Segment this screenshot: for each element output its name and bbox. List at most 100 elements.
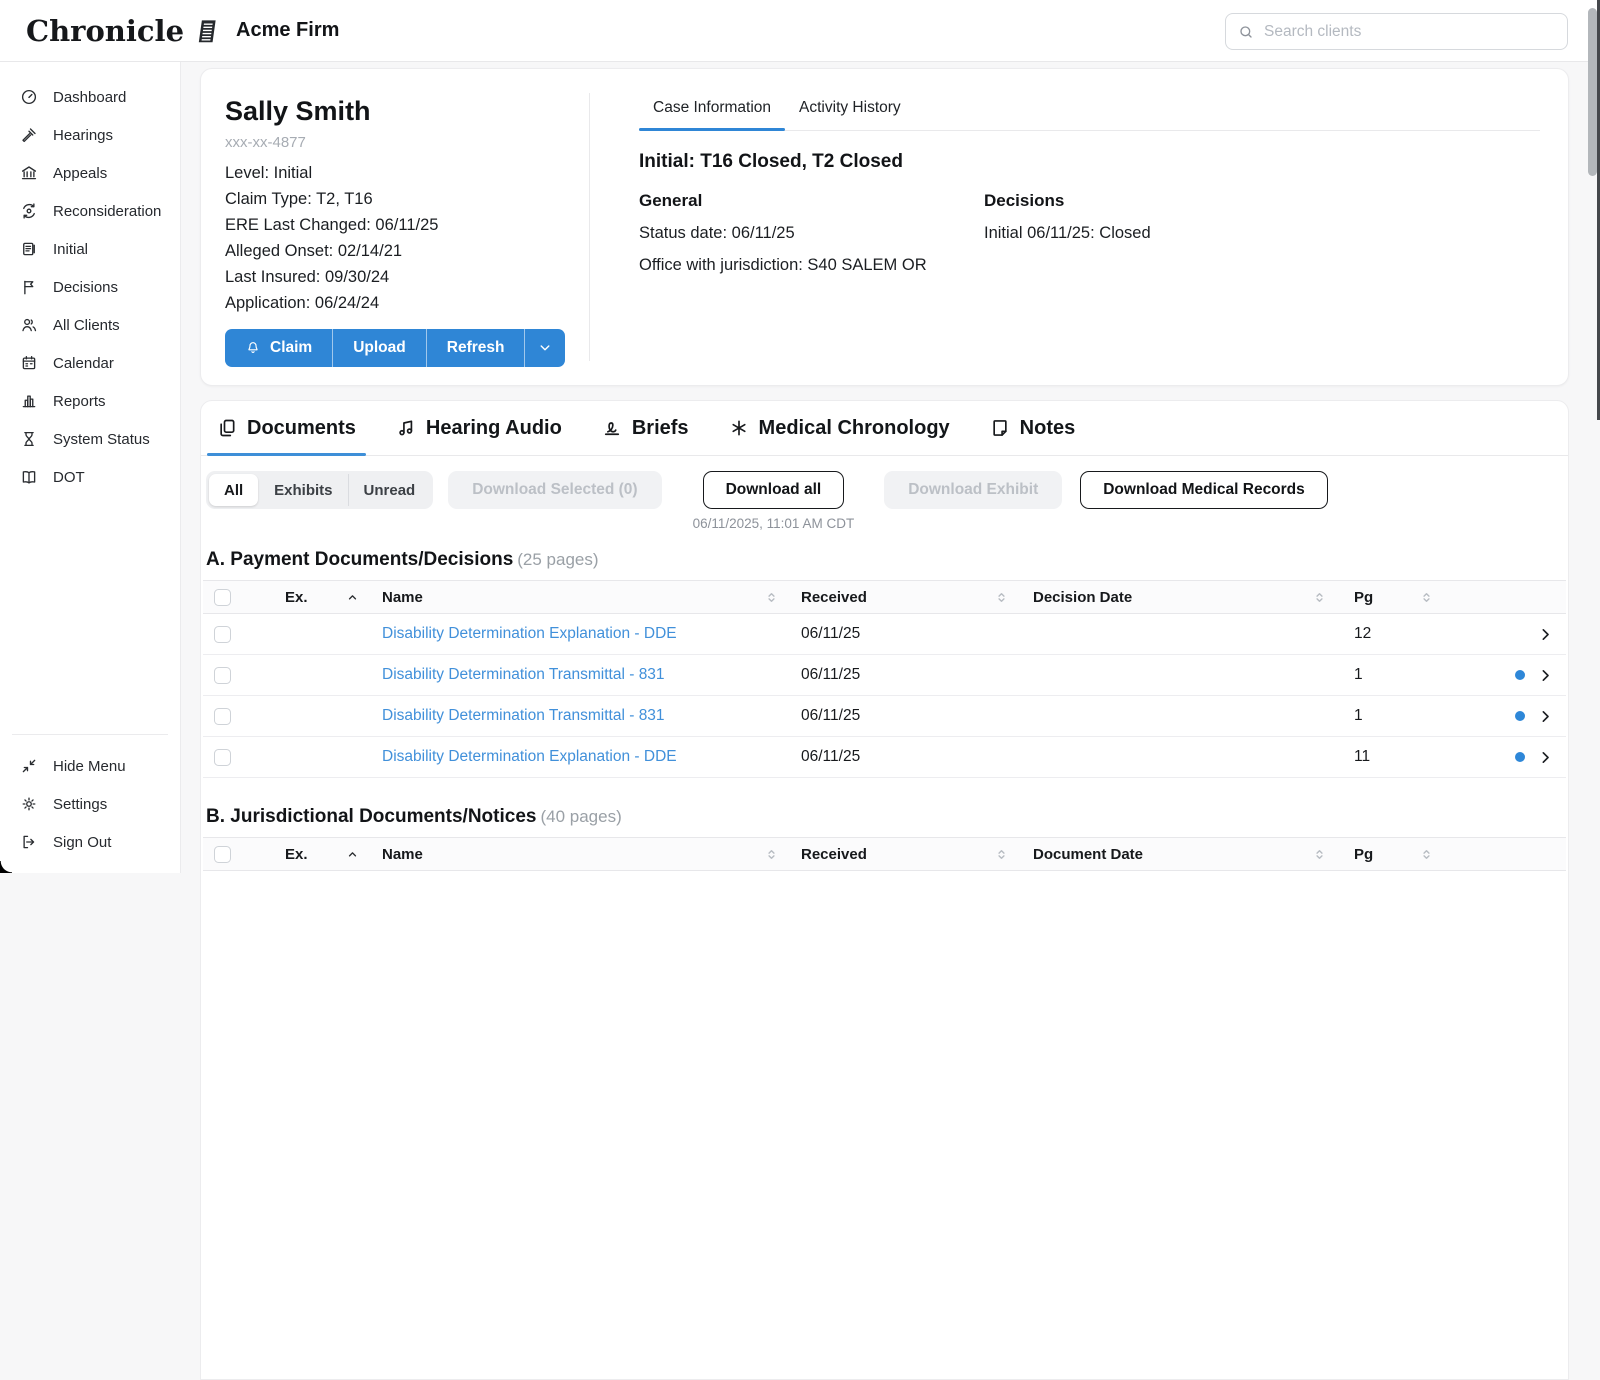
case-general-column: General Status date: 06/11/25 Office with… bbox=[639, 191, 984, 275]
section-payment-documents: A. Payment Documents/Decisions (25 pages… bbox=[201, 549, 1568, 778]
sidebar-footer-item[interactable]: Hide Menu bbox=[0, 747, 180, 785]
sidebar-footer-item[interactable]: Sign Out bbox=[0, 823, 180, 861]
gear-icon bbox=[20, 795, 38, 813]
row-checkbox[interactable] bbox=[214, 666, 231, 684]
sort-icon[interactable] bbox=[1420, 848, 1433, 861]
sidebar-item[interactable]: Reconsideration bbox=[0, 192, 180, 230]
select-all-checkbox[interactable] bbox=[214, 588, 231, 606]
sort-asc-icon[interactable] bbox=[346, 591, 359, 604]
download-selected-button: Download Selected (0) bbox=[448, 471, 662, 509]
sidebar-item[interactable]: Reports bbox=[0, 382, 180, 420]
sidebar-item[interactable]: Hearings bbox=[0, 116, 180, 154]
download-medical-records-button[interactable]: Download Medical Records bbox=[1080, 471, 1328, 509]
card-divider bbox=[589, 93, 590, 361]
general-line: Status date: 06/11/25 bbox=[639, 224, 795, 242]
filter-segment[interactable]: Exhibits bbox=[274, 481, 333, 499]
sort-icon[interactable] bbox=[765, 591, 778, 604]
hourglass-icon bbox=[20, 430, 38, 448]
sidebar-item[interactable]: Initial bbox=[0, 230, 180, 268]
sort-icon[interactable] bbox=[1313, 591, 1326, 604]
document-link[interactable]: Disability Determination Transmittal - 8… bbox=[382, 666, 665, 683]
sort-icon[interactable] bbox=[765, 848, 778, 861]
note-icon bbox=[990, 418, 1010, 438]
brand: Chronicle Acme Firm bbox=[0, 14, 339, 48]
document-link[interactable]: Disability Determination Explanation - D… bbox=[382, 748, 677, 765]
case-tab[interactable]: Activity History bbox=[799, 99, 901, 116]
search-input[interactable] bbox=[1264, 22, 1555, 41]
scrollbar-thumb[interactable] bbox=[1588, 8, 1597, 176]
filter-segmented-control: All Exhibits Unread bbox=[206, 471, 434, 509]
case-panel: Case Information Activity History Initial… bbox=[639, 91, 1540, 275]
asterisk-icon bbox=[729, 418, 749, 438]
sidebar-item[interactable]: DOT bbox=[0, 458, 180, 496]
sidebar-item[interactable]: Dashboard bbox=[0, 78, 180, 116]
more-actions-button[interactable] bbox=[524, 329, 566, 367]
sidebar-item[interactable]: Decisions bbox=[0, 268, 180, 306]
sidebar-item-label: Reconsideration bbox=[53, 202, 162, 220]
sidebar-item[interactable]: Appeals bbox=[0, 154, 180, 192]
case-tab[interactable]: Case Information bbox=[639, 91, 786, 131]
filter-segment[interactable]: All bbox=[209, 474, 259, 506]
sidebar-item-label: Appeals bbox=[53, 164, 108, 182]
bell-icon bbox=[245, 340, 261, 356]
bank-icon bbox=[20, 164, 38, 182]
sidebar-item-label: Decisions bbox=[53, 278, 119, 296]
column-decision-date: Decision Date bbox=[1033, 588, 1133, 606]
sidebar-footer-item[interactable]: Settings bbox=[0, 785, 180, 823]
document-row[interactable]: Disability Determination Transmittal - 8… bbox=[203, 655, 1566, 696]
document-tab[interactable]: Notes bbox=[990, 401, 1075, 455]
row-checkbox[interactable] bbox=[214, 707, 231, 725]
top-bar: Chronicle Acme Firm bbox=[0, 0, 1600, 62]
client-search[interactable] bbox=[1225, 13, 1568, 50]
document-link[interactable]: Disability Determination Transmittal - 8… bbox=[382, 707, 665, 724]
client-name: Sally Smith bbox=[225, 96, 371, 126]
sidebar-item[interactable]: All Clients bbox=[0, 306, 180, 344]
document-tab[interactable]: Medical Chronology bbox=[729, 401, 950, 455]
client-detail-line: Last Insured: 09/30/24 bbox=[225, 268, 390, 286]
document-tab[interactable]: Hearing Audio bbox=[396, 401, 562, 455]
document-tab[interactable]: Documents bbox=[207, 401, 366, 456]
sort-icon[interactable] bbox=[995, 848, 1008, 861]
sort-asc-icon[interactable] bbox=[346, 848, 359, 861]
filter-segment[interactable]: Unread bbox=[347, 474, 431, 506]
sidebar-item[interactable]: Calendar bbox=[0, 344, 180, 382]
sidebar-item[interactable]: System Status bbox=[0, 420, 180, 458]
main-area: Sally Smith xxx-xx-4877 Level: Initial Cl… bbox=[181, 62, 1600, 1380]
chevron-right-icon[interactable] bbox=[1538, 668, 1553, 683]
document-row[interactable]: Disability Determination Transmittal - 8… bbox=[203, 696, 1566, 737]
book-icon bbox=[20, 468, 38, 486]
document-tab-label: Hearing Audio bbox=[425, 416, 562, 439]
sort-icon[interactable] bbox=[1420, 591, 1433, 604]
refresh-button[interactable]: Refresh bbox=[425, 329, 525, 367]
row-page-count: 12 bbox=[1354, 625, 1372, 642]
document-link[interactable]: Disability Determination Explanation - D… bbox=[382, 625, 677, 642]
client-detail-line: Alleged Onset: 02/14/21 bbox=[225, 242, 403, 260]
section-jurisdictional-documents: B. Jurisdictional Documents/Notices (40 … bbox=[201, 806, 1568, 871]
row-received: 06/11/25 bbox=[801, 748, 861, 765]
chevron-right-icon[interactable] bbox=[1538, 709, 1553, 724]
row-checkbox[interactable] bbox=[214, 625, 231, 643]
sidebar-nav: Dashboard Hearings Appeals Reconsiderati… bbox=[0, 62, 180, 496]
document-row[interactable]: Disability Determination Explanation - D… bbox=[203, 614, 1566, 655]
claim-button[interactable]: Claim bbox=[225, 329, 333, 367]
chevron-right-icon[interactable] bbox=[1538, 627, 1553, 642]
column-name: Name bbox=[382, 588, 423, 606]
documents-panel: Documents Hearing Audio Briefs Medical C… bbox=[200, 400, 1569, 1380]
select-all-checkbox[interactable] bbox=[214, 845, 231, 863]
sort-icon[interactable] bbox=[995, 591, 1008, 604]
column-received: Received bbox=[801, 845, 867, 863]
download-all-button[interactable]: Download all bbox=[702, 471, 845, 509]
document-row[interactable]: Disability Determination Explanation - D… bbox=[203, 737, 1566, 778]
document-tab[interactable]: Briefs bbox=[602, 401, 689, 455]
reconsideration-icon bbox=[20, 202, 38, 220]
upload-button[interactable]: Upload bbox=[332, 329, 426, 367]
chevron-right-icon[interactable] bbox=[1538, 750, 1553, 765]
column-received: Received bbox=[801, 588, 867, 606]
sort-icon[interactable] bbox=[1313, 848, 1326, 861]
column-pg: Pg bbox=[1354, 845, 1374, 863]
calendar-icon bbox=[20, 354, 38, 372]
row-checkbox[interactable] bbox=[214, 748, 231, 766]
document-tabs: Documents Hearing Audio Briefs Medical C… bbox=[201, 401, 1568, 456]
client-ssn: xxx-xx-4877 bbox=[225, 134, 306, 151]
document-tab-label: Medical Chronology bbox=[758, 416, 950, 439]
